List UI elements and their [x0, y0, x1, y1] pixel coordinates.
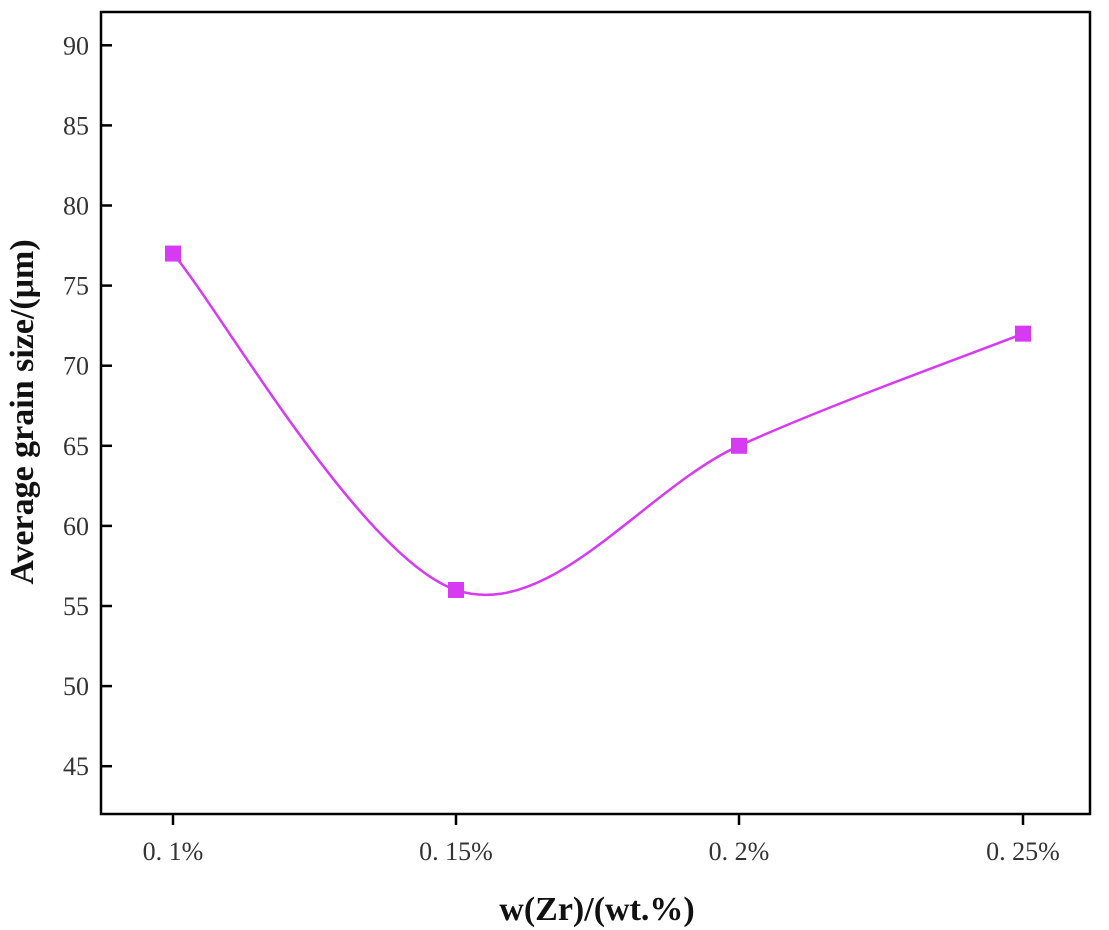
data-point — [448, 581, 464, 598]
y-tick-label: 75 — [63, 272, 89, 301]
x-tick-label: 0. 15% — [419, 837, 493, 866]
y-tick-label: 85 — [63, 111, 89, 140]
data-point — [1015, 325, 1031, 342]
data-point — [165, 245, 181, 262]
data-point — [731, 437, 747, 454]
y-tick-label: 50 — [63, 672, 89, 701]
plot-frame — [99, 10, 1092, 816]
x-tick-label: 0. 1% — [143, 837, 204, 866]
x-tick-label: 0. 2% — [709, 837, 770, 866]
y-axis-title: Average grain size/(μm) — [4, 239, 41, 584]
x-axis-title: w(Zr)/(wt.%) — [499, 891, 694, 928]
x-axis: 0. 1% 0. 15% 0. 2% 0. 25% — [143, 814, 1060, 866]
y-axis: 45 50 55 60 65 70 75 80 85 90 — [63, 31, 112, 781]
y-tick-label: 80 — [63, 192, 89, 221]
y-tick-label: 65 — [63, 432, 89, 461]
y-tick-label: 90 — [63, 31, 89, 60]
y-tick-label: 70 — [63, 352, 89, 381]
series-line — [172, 252, 1024, 597]
y-tick-label: 60 — [63, 512, 89, 541]
x-tick-label: 0. 25% — [986, 837, 1060, 866]
y-tick-label: 45 — [63, 752, 89, 781]
series-markers — [165, 245, 1031, 598]
y-tick-label: 55 — [63, 592, 89, 621]
